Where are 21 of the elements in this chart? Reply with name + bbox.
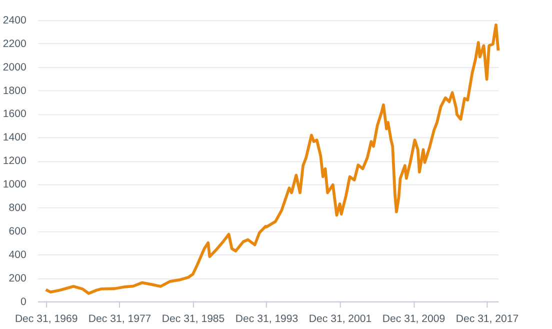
y-tick-label: 1200	[2, 155, 27, 168]
y-tick-label: 2400	[2, 14, 27, 26]
y-tick-label: 1000	[2, 178, 27, 191]
y-tick-label: 0	[20, 296, 27, 308]
x-tick-label: Dec 31, 1993	[235, 313, 298, 326]
y-tick-label: 200	[8, 272, 27, 284]
y-tick-label: 400	[8, 248, 27, 261]
x-tick-label: Dec 31, 2001	[308, 313, 372, 326]
x-tick-label: Dec 31, 1985	[162, 313, 225, 326]
y-tick-label: 2200	[2, 38, 27, 50]
x-tick-label: Dec 31, 1969	[14, 313, 78, 326]
y-tick-label: 2000	[2, 61, 27, 74]
y-tick-label: 600	[8, 225, 27, 238]
x-tick-label: Dec 31, 2009	[382, 313, 446, 326]
x-tick-label: Dec 31, 2017	[456, 313, 519, 326]
y-tick-label: 1400	[2, 132, 27, 144]
y-tick-label: 800	[8, 202, 27, 214]
y-tick-label: 1600	[2, 108, 27, 120]
y-tick-label: 1800	[2, 84, 27, 97]
line-series	[44, 23, 500, 295]
x-tick-label: Dec 31, 1977	[88, 313, 152, 326]
